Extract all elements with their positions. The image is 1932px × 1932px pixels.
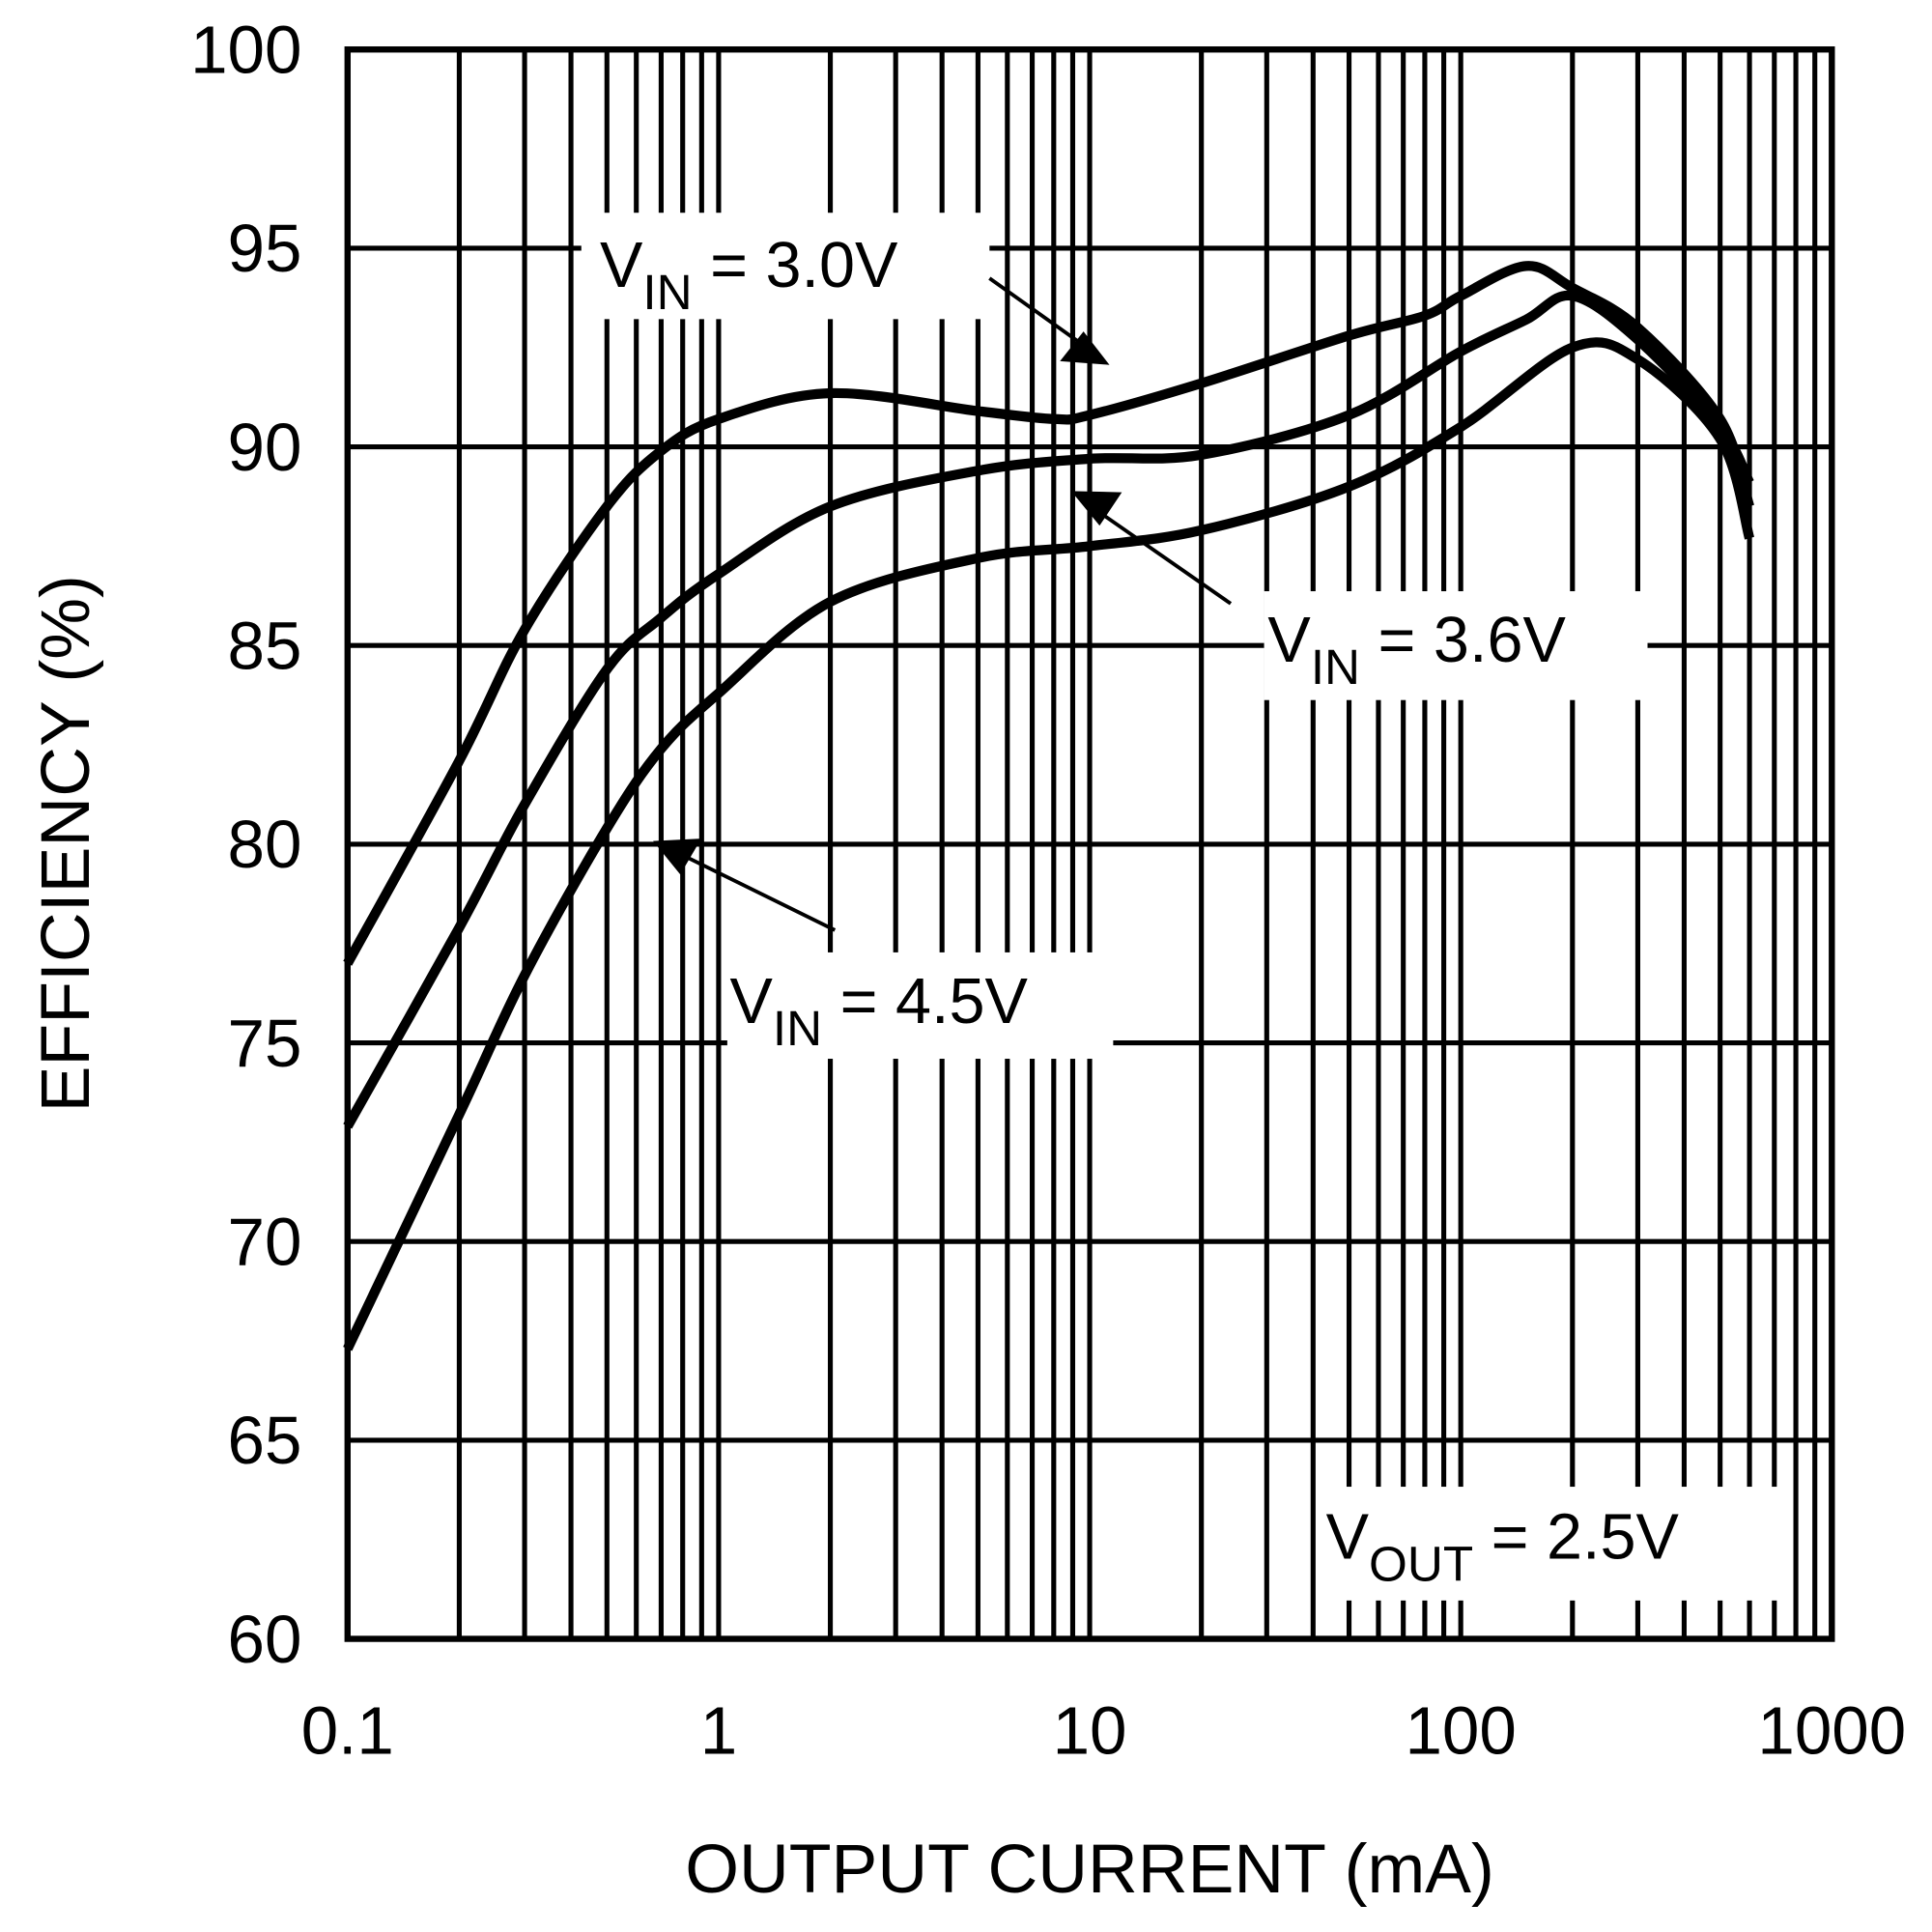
y-tick-label: 80 — [228, 807, 302, 882]
curves — [343, 261, 1755, 1351]
x-tick-label: 0.1 — [301, 1693, 394, 1769]
series-labels: VIN = 3.0V VIN = 3.6V VIN = 4.5V VOUT = … — [581, 213, 1781, 1601]
x-tick-label: 100 — [1405, 1693, 1516, 1769]
x-axis-label: OUTPUT CURRENT (mA) — [685, 1831, 1494, 1908]
y-tick-label: 60 — [228, 1602, 302, 1677]
label-vin-3.6: VIN = 3.6V — [1267, 605, 1566, 695]
y-tick-label: 65 — [228, 1403, 302, 1478]
label-vin-3.0: VIN = 3.0V — [600, 230, 898, 320]
label-bg — [726, 952, 1114, 1060]
y-tick-label: 100 — [190, 13, 301, 88]
grid — [347, 49, 1833, 1639]
series-line-2 — [343, 290, 1754, 1129]
y-tick-label: 75 — [228, 1006, 302, 1081]
x-tick-label: 10 — [1053, 1693, 1127, 1769]
arrow-vin-3.6 — [1070, 491, 1233, 606]
y-tick-label: 95 — [228, 211, 302, 286]
label-vin-4.5: VIN = 4.5V — [729, 966, 1028, 1056]
series-line-1 — [343, 261, 1754, 966]
arrow-vin-3.0 — [988, 276, 1110, 365]
x-tick-label: 1000 — [1757, 1693, 1906, 1769]
y-tick-label: 70 — [228, 1205, 302, 1280]
label-bg — [581, 213, 990, 320]
label-bg — [1264, 591, 1648, 700]
x-tick-label: 1 — [700, 1693, 737, 1769]
arrow-vin-4.5 — [653, 838, 837, 932]
y-axis-label: EFFICIENCY (%) — [27, 575, 104, 1112]
tick-labels: 0.1 1 10 100 1000 60 65 70 75 80 85 90 95 100 — [190, 13, 1906, 1769]
plot-border — [344, 46, 1835, 1642]
y-tick-label: 85 — [228, 609, 302, 684]
label-bg — [1321, 1487, 1781, 1601]
y-tick-label: 90 — [228, 410, 302, 485]
label-vout: VOUT = 2.5V — [1326, 1501, 1680, 1591]
series-line-3 — [343, 337, 1755, 1351]
